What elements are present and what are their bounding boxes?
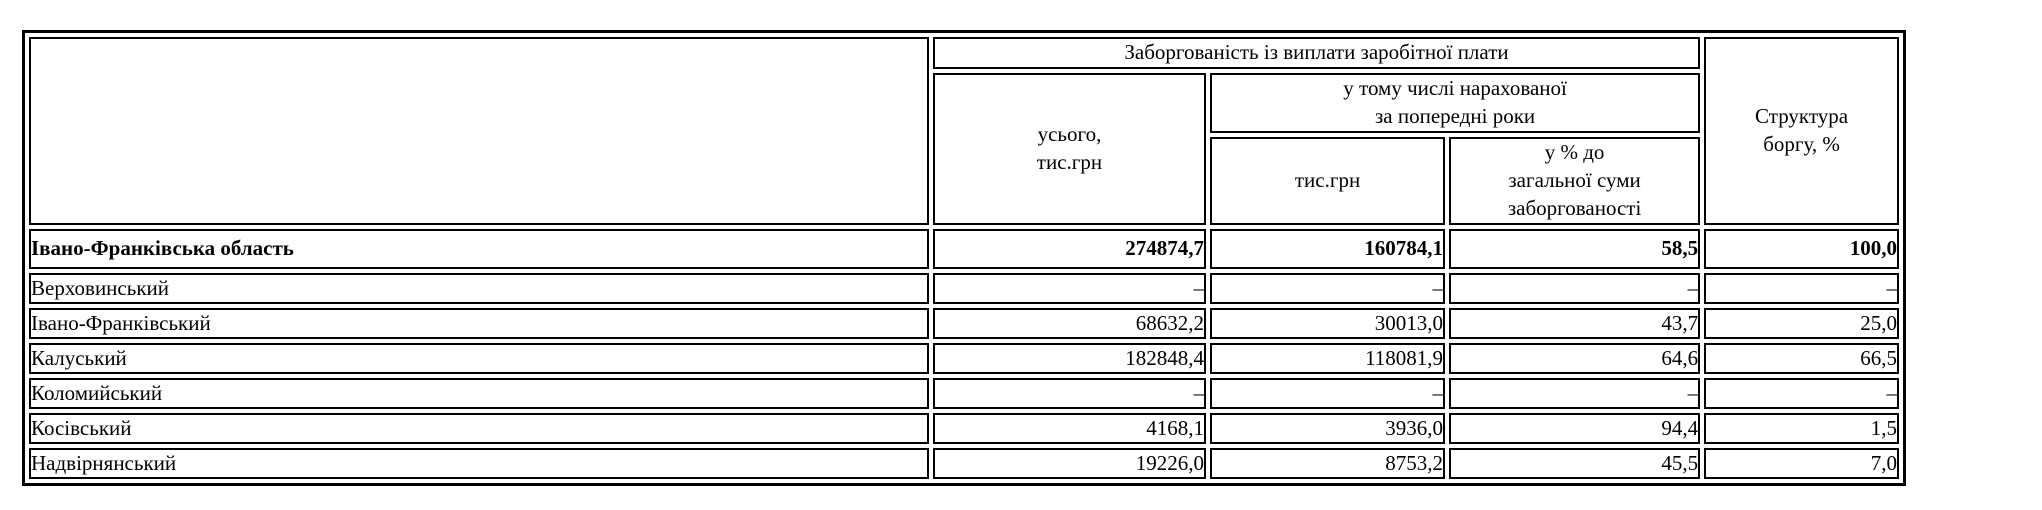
cell-prev: 8753,2: [1210, 447, 1446, 479]
cell-structure: –: [1704, 272, 1899, 304]
header-previous-percent: у % до загальної суми заборгованості: [1449, 136, 1701, 225]
cell-total: 19226,0: [932, 447, 1207, 479]
cell-prev: 30013,0: [1210, 307, 1446, 339]
header-group-arrears: Заборгованість із виплати заробітної пла…: [932, 37, 1701, 69]
cell-prev-pct: –: [1449, 377, 1701, 409]
row-name-cell: Івано-Франківський: [29, 307, 929, 339]
cell-total: –: [932, 377, 1207, 409]
table-row: Верховинський – – – –: [29, 272, 1899, 304]
row-name-cell: Коломийський: [29, 377, 929, 409]
header-territory-empty-cell: [29, 37, 929, 225]
cell-prev: 3936,0: [1210, 412, 1446, 444]
cell-total: 68632,2: [932, 307, 1207, 339]
cell-structure: 25,0: [1704, 307, 1899, 339]
table-row: Івано-Франківський 68632,2 30013,0 43,7 …: [29, 307, 1899, 339]
cell-prev-pct: 64,6: [1449, 342, 1701, 374]
cell-prev-pct: –: [1449, 272, 1701, 304]
cell-structure: 1,5: [1704, 412, 1899, 444]
cell-structure: –: [1704, 377, 1899, 409]
cell-total: –: [932, 272, 1207, 304]
header-previous-thousand-uah: тис.грн: [1210, 136, 1446, 225]
cell-structure: 66,5: [1704, 342, 1899, 374]
cell-total: 4168,1: [932, 412, 1207, 444]
table-row: Калуський 182848,4 118081,9 64,6 66,5: [29, 342, 1899, 374]
cell-prev: 160784,1: [1210, 228, 1446, 269]
table-row: Коломийський – – – –: [29, 377, 1899, 409]
row-name-cell: Верховинський: [29, 272, 929, 304]
row-name-cell: Надвірнянський: [29, 447, 929, 479]
cell-prev-pct: 43,7: [1449, 307, 1701, 339]
cell-prev-pct: 94,4: [1449, 412, 1701, 444]
wage-arrears-table: Заборгованість із виплати заробітної пла…: [22, 30, 1906, 486]
cell-total: 182848,4: [932, 342, 1207, 374]
cell-structure: 7,0: [1704, 447, 1899, 479]
cell-structure: 100,0: [1704, 228, 1899, 269]
header-debt-structure: Структура боргу, %: [1704, 37, 1899, 225]
row-name-cell: Івано-Франківська область: [29, 228, 929, 269]
cell-prev: 118081,9: [1210, 342, 1446, 374]
header-total-thousand-uah: усього, тис.грн: [932, 72, 1207, 225]
header-subgroup-previous-years: у тому числі нарахованої за попередні ро…: [1210, 72, 1701, 133]
cell-total: 274874,7: [932, 228, 1207, 269]
table-row: Надвірнянський 19226,0 8753,2 45,5 7,0: [29, 447, 1899, 479]
table-row: Косівський 4168,1 3936,0 94,4 1,5: [29, 412, 1899, 444]
row-name-cell: Калуський: [29, 342, 929, 374]
cell-prev-pct: 58,5: [1449, 228, 1701, 269]
table-row-region: Івано-Франківська область 274874,7 16078…: [29, 228, 1899, 269]
cell-prev: –: [1210, 272, 1446, 304]
cell-prev: –: [1210, 377, 1446, 409]
cell-prev-pct: 45,5: [1449, 447, 1701, 479]
row-name-cell: Косівський: [29, 412, 929, 444]
